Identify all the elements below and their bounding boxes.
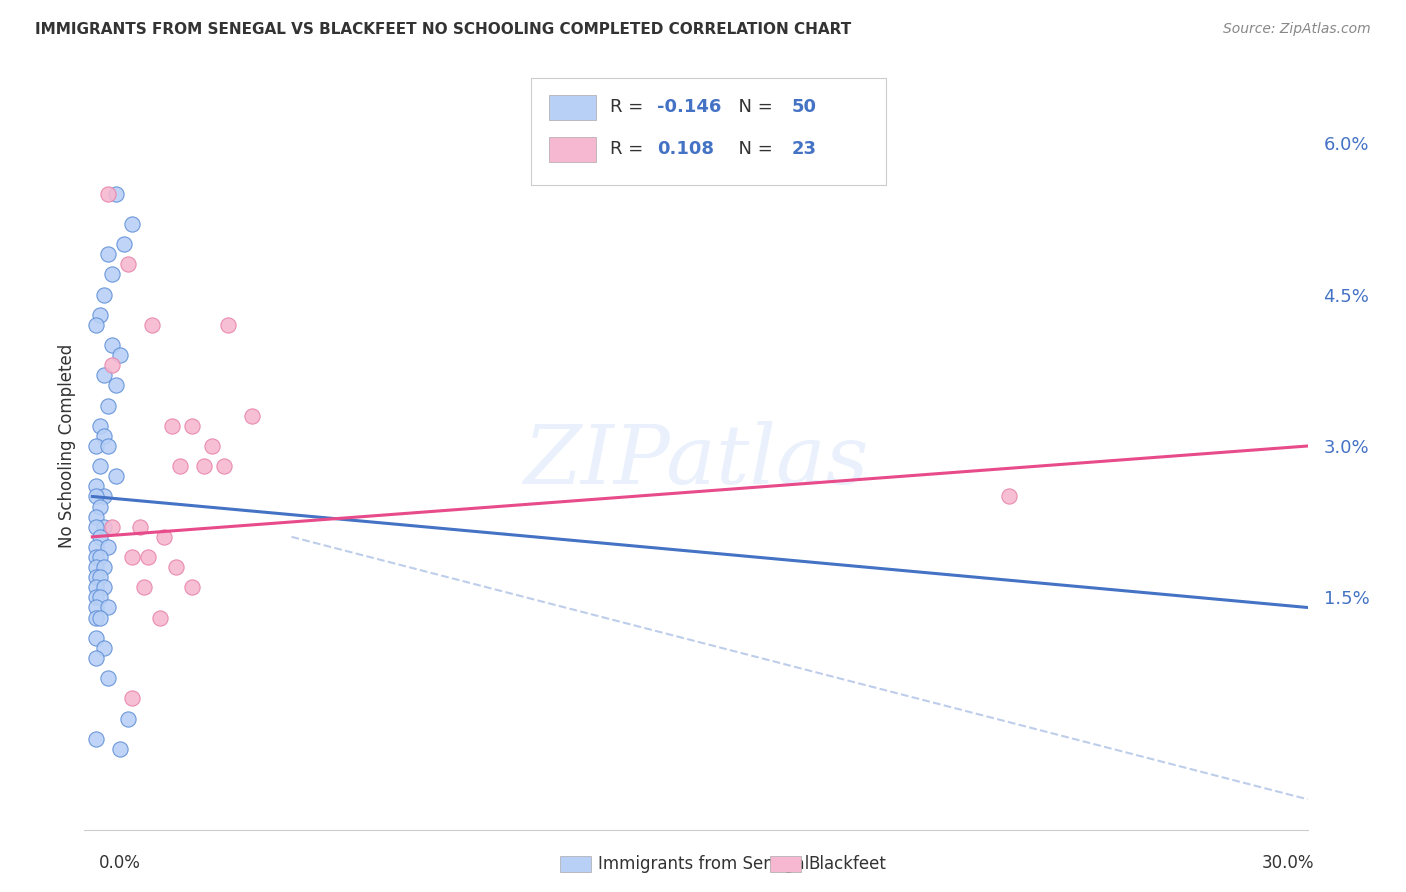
Point	[149, 610, 172, 624]
Point	[217, 318, 239, 332]
Point	[97, 439, 120, 453]
Point	[86, 318, 108, 332]
Point	[129, 520, 152, 534]
Point	[89, 549, 111, 564]
Point	[97, 540, 120, 554]
Point	[193, 459, 215, 474]
Text: R =: R =	[610, 98, 650, 116]
Point	[86, 549, 108, 564]
Point	[89, 530, 111, 544]
Point	[86, 520, 108, 534]
Point	[89, 610, 111, 624]
Text: -0.146: -0.146	[657, 98, 721, 116]
Point	[117, 257, 139, 271]
Point	[89, 308, 111, 322]
Point	[86, 540, 108, 554]
Point	[105, 186, 128, 201]
Point	[101, 358, 124, 372]
Point	[117, 712, 139, 726]
Point	[86, 509, 108, 524]
Point	[134, 580, 156, 594]
Point	[181, 580, 204, 594]
Point	[101, 338, 124, 352]
Point	[101, 268, 124, 282]
FancyBboxPatch shape	[550, 95, 596, 120]
Point	[93, 640, 115, 655]
Point	[86, 731, 108, 746]
Point	[997, 490, 1019, 504]
Point	[86, 439, 108, 453]
Point	[110, 348, 132, 362]
Point	[86, 580, 108, 594]
Point	[153, 530, 176, 544]
Point	[86, 479, 108, 493]
FancyBboxPatch shape	[531, 78, 886, 186]
Point	[93, 490, 115, 504]
Point	[169, 459, 191, 474]
Point	[121, 691, 143, 706]
Point	[93, 520, 115, 534]
Point	[121, 217, 143, 231]
Point	[97, 186, 120, 201]
Text: 0.0%: 0.0%	[98, 855, 141, 872]
Y-axis label: No Schooling Completed: No Schooling Completed	[58, 344, 76, 548]
Point	[112, 237, 135, 252]
Point	[181, 418, 204, 433]
Point	[97, 600, 120, 615]
Point	[165, 560, 187, 574]
Text: ZIPatlas: ZIPatlas	[523, 421, 869, 501]
Text: R =: R =	[610, 140, 650, 158]
Text: 30.0%: 30.0%	[1263, 855, 1315, 872]
Point	[93, 429, 115, 443]
Point	[136, 549, 159, 564]
Point	[93, 580, 115, 594]
Point	[86, 560, 108, 574]
Point	[86, 631, 108, 645]
Text: 50: 50	[792, 98, 817, 116]
Point	[93, 560, 115, 574]
Point	[121, 549, 143, 564]
Point	[97, 247, 120, 261]
Point	[160, 418, 183, 433]
Text: Source: ZipAtlas.com: Source: ZipAtlas.com	[1223, 22, 1371, 37]
Point	[86, 610, 108, 624]
Point	[105, 378, 128, 392]
Point	[89, 459, 111, 474]
Point	[89, 418, 111, 433]
Point	[89, 500, 111, 514]
Point	[141, 318, 163, 332]
Point	[101, 520, 124, 534]
Text: N =: N =	[727, 140, 778, 158]
Point	[86, 570, 108, 584]
Point	[97, 399, 120, 413]
Point	[105, 469, 128, 483]
Point	[89, 591, 111, 605]
Point	[212, 459, 235, 474]
Text: N =: N =	[727, 98, 778, 116]
Point	[86, 651, 108, 665]
Text: Blackfeet: Blackfeet	[808, 855, 886, 873]
Point	[93, 368, 115, 383]
Point	[201, 439, 224, 453]
Point	[240, 409, 263, 423]
Text: 0.108: 0.108	[657, 140, 714, 158]
FancyBboxPatch shape	[550, 136, 596, 162]
Point	[89, 570, 111, 584]
Point	[86, 591, 108, 605]
Point	[97, 671, 120, 685]
Point	[86, 490, 108, 504]
Point	[86, 600, 108, 615]
Text: IMMIGRANTS FROM SENEGAL VS BLACKFEET NO SCHOOLING COMPLETED CORRELATION CHART: IMMIGRANTS FROM SENEGAL VS BLACKFEET NO …	[35, 22, 852, 37]
Text: 23: 23	[792, 140, 817, 158]
Text: Immigrants from Senegal: Immigrants from Senegal	[598, 855, 808, 873]
Point	[110, 741, 132, 756]
Point	[93, 287, 115, 301]
